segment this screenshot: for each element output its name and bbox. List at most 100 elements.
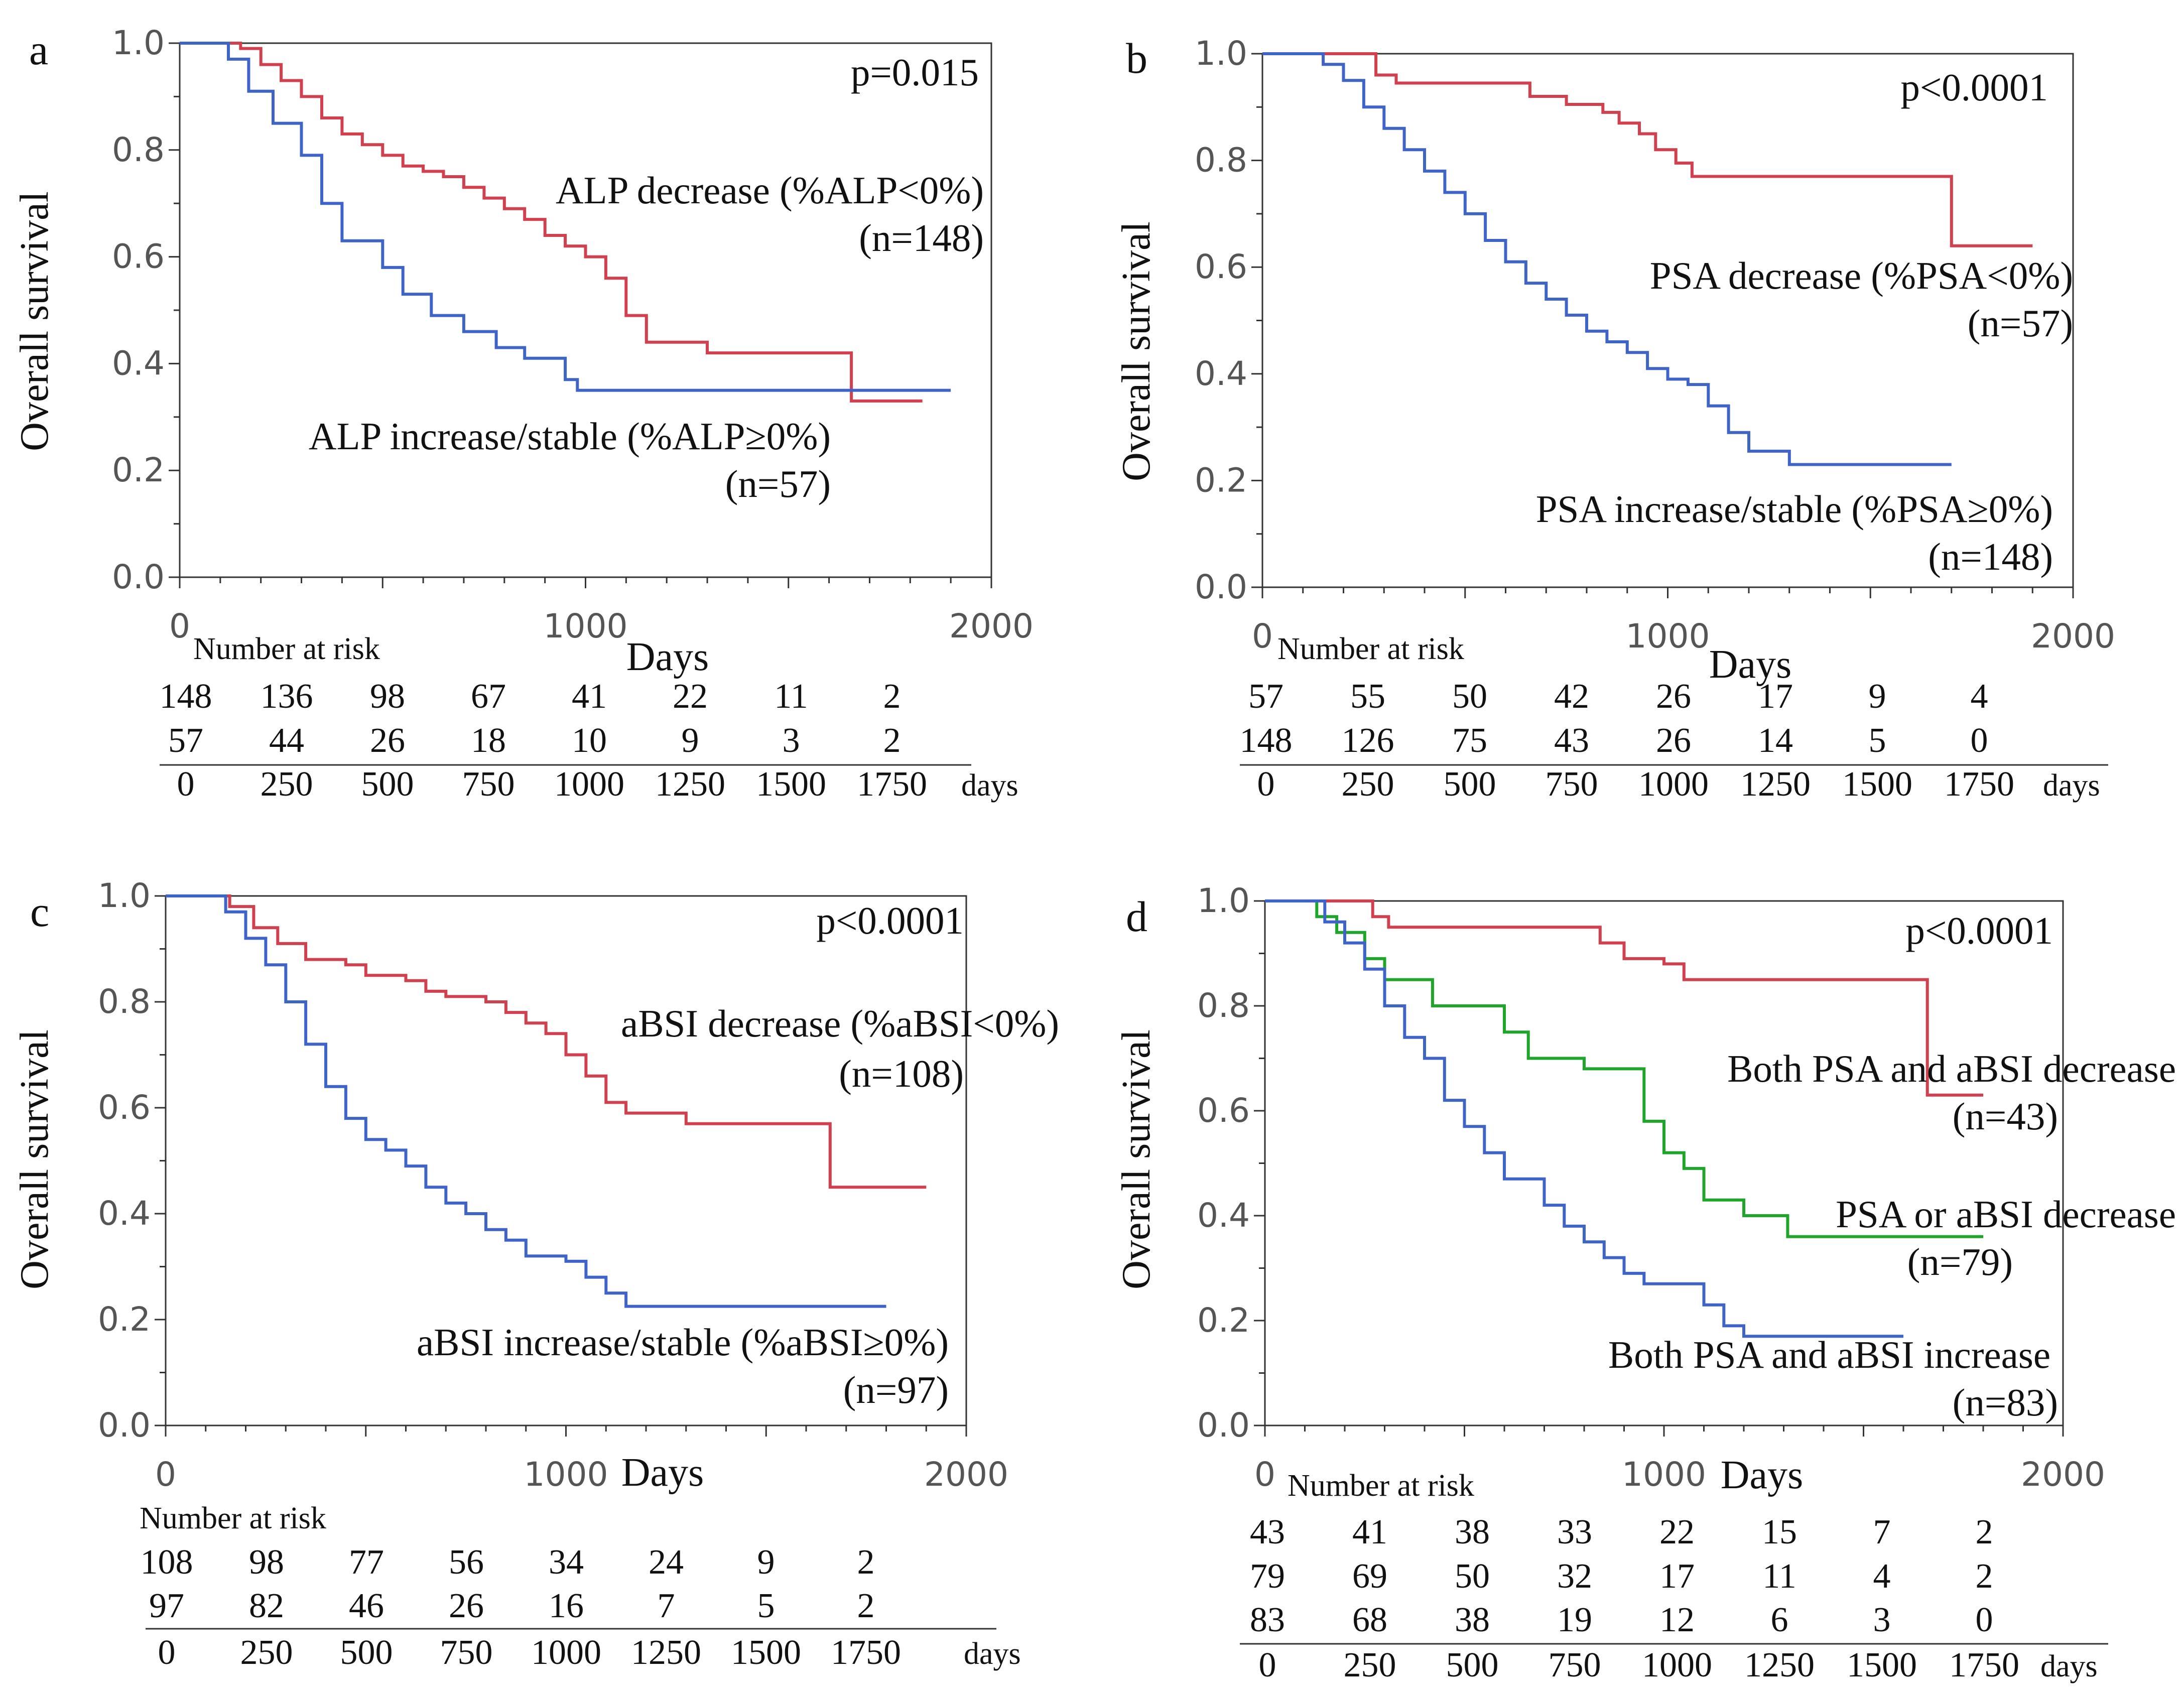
x-axis-label: Days xyxy=(621,1451,704,1495)
survival-curve xyxy=(1265,899,1983,1238)
risk-count: 57 xyxy=(1248,677,1283,716)
y-tick-label: 1.0 xyxy=(98,876,151,915)
risk-time: 750 xyxy=(462,765,515,804)
y-tick-label: 0.6 xyxy=(112,237,165,276)
risk-count: 26 xyxy=(1656,721,1691,760)
risk-time: 1750 xyxy=(1944,765,2014,804)
y-axis-label: Overall survival xyxy=(1114,1029,1159,1289)
risk-count: 16 xyxy=(549,1587,584,1625)
risk-table-header: Number at risk xyxy=(193,632,380,666)
y-tick-label: 0.6 xyxy=(98,1088,151,1127)
risk-count: 41 xyxy=(1352,1513,1387,1551)
panel-c: 0.0 0.2 0.4 0.6 0.8 1.0 0 1000 2000 c Overall surv… xyxy=(13,876,1059,1672)
series-label: Both PSA and aBSI increase xyxy=(1608,1333,2050,1376)
risk-count: 69 xyxy=(1352,1557,1387,1596)
risk-count: 17 xyxy=(1758,677,1793,716)
series-n-label: (n=57) xyxy=(725,462,831,505)
risk-count: 3 xyxy=(783,721,800,760)
x-tick-label: 1000 xyxy=(1626,617,1710,656)
risk-count: 2 xyxy=(883,677,901,716)
risk-count: 2 xyxy=(883,721,901,760)
risk-count: 33 xyxy=(1557,1513,1592,1551)
risk-count: 9 xyxy=(1869,677,1886,716)
risk-count: 9 xyxy=(757,1543,775,1582)
p-value: p=0.015 xyxy=(851,51,979,94)
series-n-label: (n=57) xyxy=(1968,302,2073,345)
risk-time: 750 xyxy=(440,1633,493,1672)
x-tick-label: 0 xyxy=(169,607,190,645)
risk-count: 7 xyxy=(658,1587,675,1625)
x-tick-label: 0 xyxy=(1254,1455,1275,1494)
risk-count: 98 xyxy=(370,677,405,716)
survival-curve xyxy=(180,42,951,392)
risk-count: 97 xyxy=(149,1587,184,1625)
y-axis-label: Overall survival xyxy=(1114,221,1159,481)
x-tick-label: 2000 xyxy=(949,607,1034,645)
series-label: aBSI decrease (%aBSI<0%) xyxy=(621,1002,1059,1045)
risk-time: 1000 xyxy=(554,765,624,804)
risk-count: 38 xyxy=(1455,1513,1490,1551)
series-n-label: (n=148) xyxy=(1928,535,2053,578)
series-n-label: (n=79) xyxy=(1907,1240,2013,1283)
x-tick-label: 2000 xyxy=(2021,1455,2105,1494)
risk-count: 136 xyxy=(261,677,313,716)
x-axis-label: Days xyxy=(626,635,709,679)
risk-count: 56 xyxy=(449,1543,484,1582)
risk-time: 250 xyxy=(1344,1646,1396,1684)
risk-time-unit: days xyxy=(961,768,1018,803)
risk-count: 4 xyxy=(1971,677,1988,716)
risk-time: 500 xyxy=(1446,1646,1499,1684)
y-tick-label: 0.4 xyxy=(1195,354,1247,393)
risk-count: 38 xyxy=(1455,1601,1490,1639)
survival-curve xyxy=(180,42,923,403)
series-label: Both PSA and aBSI decrease xyxy=(1727,1047,2176,1090)
risk-count: 44 xyxy=(269,721,304,760)
panel-letter: b xyxy=(1126,34,1147,82)
risk-count: 4 xyxy=(1873,1557,1891,1596)
risk-time: 1000 xyxy=(1638,765,1709,804)
y-tick-label: 0.0 xyxy=(1197,1406,1250,1445)
risk-count: 50 xyxy=(1455,1557,1490,1596)
risk-time: 0 xyxy=(177,765,195,804)
risk-time: 250 xyxy=(1342,765,1394,804)
series-n-label: (n=108) xyxy=(839,1052,964,1095)
risk-count: 2 xyxy=(1976,1557,1993,1596)
risk-count: 57 xyxy=(168,721,203,760)
risk-time: 0 xyxy=(1259,1646,1276,1684)
risk-count: 55 xyxy=(1350,677,1385,716)
risk-count: 22 xyxy=(673,677,708,716)
risk-count: 26 xyxy=(370,721,405,760)
x-axis-label: Days xyxy=(1721,1453,1803,1497)
risk-count: 43 xyxy=(1554,721,1589,760)
risk-count: 43 xyxy=(1250,1513,1285,1551)
risk-count: 2 xyxy=(1976,1513,1993,1551)
y-tick-label: 1.0 xyxy=(1195,34,1247,73)
y-tick-label: 0.0 xyxy=(98,1406,151,1445)
risk-count: 3 xyxy=(1873,1601,1891,1639)
risk-time: 1250 xyxy=(1744,1646,1815,1684)
risk-count: 5 xyxy=(1869,721,1886,760)
risk-count: 75 xyxy=(1452,721,1487,760)
risk-count: 148 xyxy=(1240,721,1293,760)
p-value: p<0.0001 xyxy=(816,899,964,942)
x-tick-label: 2000 xyxy=(2031,617,2115,656)
series-label: ALP increase/stable (%ALP≥0%) xyxy=(309,415,831,458)
risk-time: 1000 xyxy=(531,1633,601,1672)
risk-count: 126 xyxy=(1342,721,1394,760)
risk-count: 18 xyxy=(471,721,506,760)
risk-count: 41 xyxy=(572,677,607,716)
risk-time: 1500 xyxy=(1842,765,1912,804)
y-tick-label: 0.8 xyxy=(1195,141,1247,180)
risk-count: 9 xyxy=(682,721,699,760)
risk-count: 24 xyxy=(649,1543,684,1582)
series-n-label: (n=97) xyxy=(843,1368,949,1411)
risk-time-unit: days xyxy=(964,1637,1021,1671)
x-tick-label: 0 xyxy=(155,1455,176,1494)
risk-time: 500 xyxy=(361,765,414,804)
series-n-label: (n=83) xyxy=(1953,1381,2058,1424)
risk-count: 67 xyxy=(471,677,506,716)
risk-time-unit: days xyxy=(2043,768,2100,803)
survival-curve xyxy=(166,894,886,1308)
series-label: PSA increase/stable (%PSA≥0%) xyxy=(1536,487,2053,531)
